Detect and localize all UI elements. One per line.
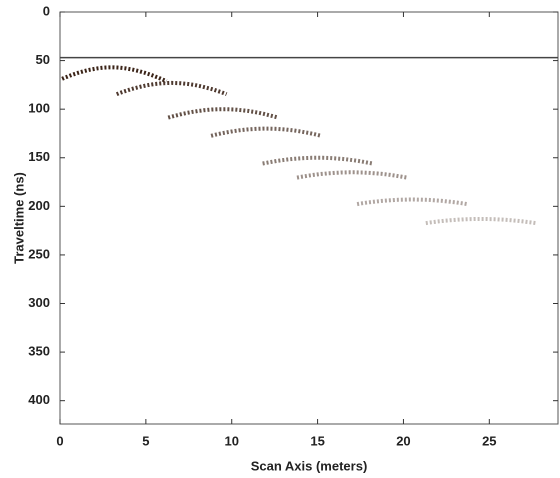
x-axis-label: Scan Axis (meters) [251, 458, 368, 473]
y-tick-label: 0 [43, 3, 50, 18]
y-tick-label: 300 [28, 295, 50, 310]
plot-frame [59, 11, 559, 425]
reflection-hyperbola [61, 65, 168, 84]
reflection-hyperbola [210, 126, 322, 138]
reflection-hyperbola [262, 155, 373, 166]
y-tick-label: 100 [28, 101, 50, 116]
y-tick-label: 50 [36, 52, 50, 67]
y-tick-label: 400 [28, 392, 50, 407]
x-tick-label: 5 [142, 433, 149, 448]
y-tick-label: 250 [28, 246, 50, 261]
x-tick-label: 0 [56, 433, 63, 448]
reflection-hyperbola [115, 80, 228, 97]
y-axis-label: Traveltime (ns) [11, 172, 26, 264]
reflection-hyperbola [167, 107, 279, 120]
y-tick-label: 150 [28, 149, 50, 164]
y-tick-label: 200 [28, 198, 50, 213]
y-tick-label: 350 [28, 344, 50, 359]
x-tick-label: 15 [310, 433, 324, 448]
x-tick-label: 20 [396, 433, 410, 448]
x-tick-label: 25 [482, 433, 496, 448]
x-tick-label: 10 [224, 433, 238, 448]
